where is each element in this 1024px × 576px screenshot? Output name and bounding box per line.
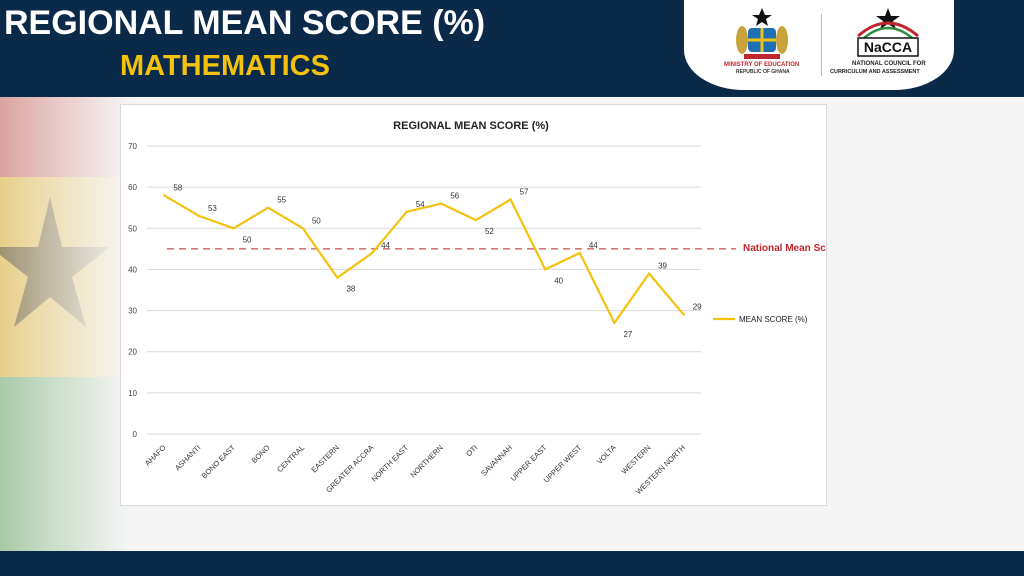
y-tick-label: 70 [128, 142, 137, 151]
logo-divider [821, 14, 822, 76]
chart-panel: REGIONAL MEAN SCORE (%) 0 10 20 30 40 50 60 70 … [120, 104, 842, 506]
data-point [578, 251, 582, 255]
series-line-mean-score [163, 194, 685, 324]
data-point [370, 251, 374, 255]
data-label: 39 [658, 262, 667, 271]
nacca-line2: CURRICULUM AND ASSESSMENT [830, 69, 920, 75]
moe-country: REPUBLIC OF GHANA [736, 69, 790, 75]
x-tick-label: ASHANTI [173, 443, 202, 472]
x-tick-label: VOLTA [595, 443, 618, 466]
data-label: 29 [693, 303, 702, 312]
data-label: 57 [520, 187, 529, 196]
y-tick-label: 10 [128, 389, 137, 398]
x-tick-label: CENTRAL [275, 443, 306, 474]
x-tick-label: BONO EAST [200, 443, 238, 481]
data-label: 56 [450, 192, 459, 201]
data-label: 44 [589, 241, 598, 250]
header-bar: REGIONAL MEAN SCORE (%) MATHEMATICS MINI… [0, 0, 1024, 97]
x-tick-label: SAVANNAH [479, 443, 514, 478]
arch-icon [857, 21, 919, 38]
data-point [474, 218, 478, 222]
x-tick-label: EASTERN [309, 443, 340, 474]
data-label: 54 [416, 200, 425, 209]
data-point [543, 268, 547, 271]
ghana-coat-of-arms-icon [736, 8, 788, 59]
data-point [682, 313, 685, 316]
x-tick-label: OTI [464, 443, 479, 458]
background-flag [0, 97, 130, 551]
moe-name: MINISTRY OF EDUCATION [724, 62, 800, 68]
y-tick-label: 50 [128, 224, 137, 233]
x-tick-label: BONO [250, 443, 272, 465]
data-point [336, 276, 339, 279]
data-point [266, 206, 270, 209]
data-label: 50 [243, 235, 252, 244]
legend-label: MEAN SCORE (%) [739, 315, 808, 324]
data-point [405, 210, 408, 214]
y-tick-label: 30 [128, 307, 137, 316]
x-tick-label: WESTERN [620, 443, 653, 476]
data-label: 40 [554, 276, 563, 285]
x-tick-label: NORTH EAST [370, 443, 411, 484]
data-label: 55 [277, 196, 286, 205]
x-tick-label: NORTHERN [408, 443, 444, 479]
nacca-line1: NATIONAL COUNCIL FOR [852, 61, 926, 67]
logo-panel: MINISTRY OF EDUCATION REPUBLIC OF GHANA … [684, 0, 954, 90]
x-tick-label: AHAFO [143, 443, 168, 468]
data-point [647, 272, 651, 275]
data-point [440, 202, 443, 205]
y-tick-label: 0 [133, 430, 138, 439]
chart-title: REGIONAL MEAN SCORE (%) [393, 120, 549, 132]
data-label: 50 [312, 216, 321, 225]
y-tick-label: 60 [128, 183, 137, 192]
page-subtitle: MATHEMATICS [120, 50, 330, 82]
data-point [301, 227, 305, 230]
data-label: 38 [346, 285, 355, 294]
data-point [613, 321, 616, 325]
data-label: 44 [381, 241, 390, 250]
data-point [232, 227, 235, 230]
data-point [509, 198, 512, 201]
nacca-name: NaCCA [864, 39, 912, 55]
y-tick-label: 40 [128, 265, 137, 274]
data-point [197, 214, 201, 218]
line-chart: REGIONAL MEAN SCORE (%) 010203040506070 … [128, 120, 842, 496]
data-point [163, 194, 166, 197]
data-label: 58 [173, 183, 182, 192]
y-tick-label: 20 [128, 348, 137, 357]
nacca-logo: NaCCA [857, 8, 919, 57]
data-label: 27 [623, 330, 632, 339]
page-title: REGIONAL MEAN SCORE (%) [4, 4, 486, 42]
national-mean-label: National Mean Score [743, 243, 826, 254]
footer-bar [0, 551, 1024, 576]
star-icon [876, 8, 900, 29]
data-label: 53 [208, 204, 217, 213]
data-label: 52 [485, 227, 494, 236]
